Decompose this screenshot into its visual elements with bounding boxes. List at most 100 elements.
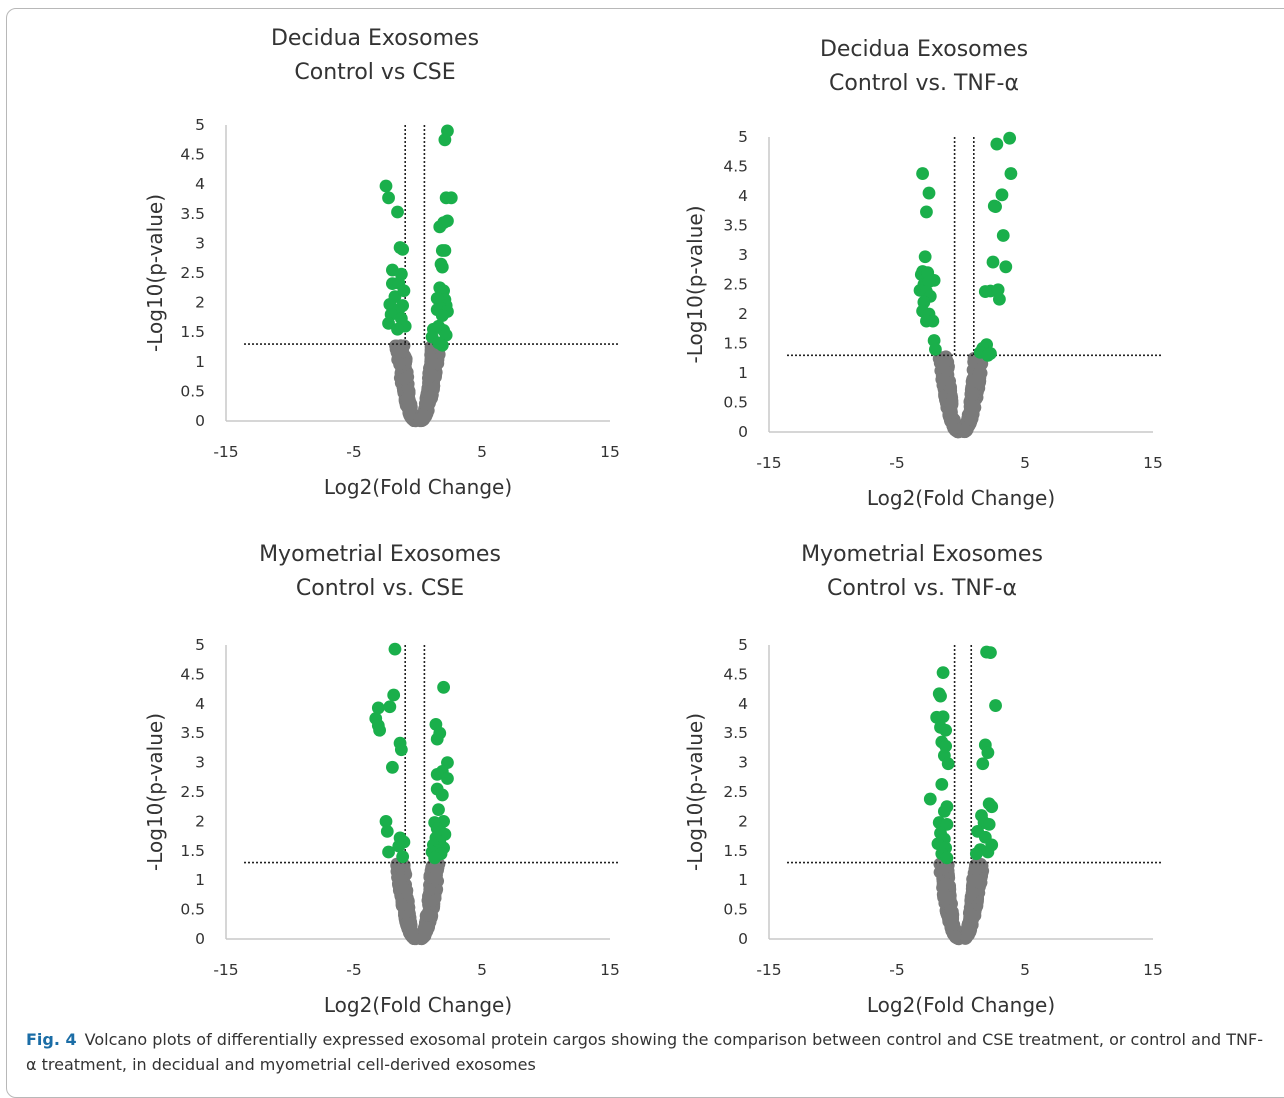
significant-point — [969, 847, 983, 861]
y-tick-label: 2.5 — [180, 783, 205, 801]
significant-point — [990, 137, 1004, 151]
significant-point — [934, 689, 947, 703]
nonsignificant-point — [970, 863, 983, 876]
y-tick-label: 1 — [738, 871, 748, 889]
y-tick-label: 3.5 — [723, 724, 748, 742]
nonsignificant-point — [423, 359, 437, 373]
x-tick-label: -5 — [346, 961, 361, 979]
chart-title-line-2: Control vs. TNF-α — [829, 71, 1019, 96]
y-tick-label: 2 — [195, 812, 205, 830]
significant-point — [981, 746, 995, 760]
nonsignificant-point — [423, 390, 437, 403]
nonsignificant-point — [967, 387, 980, 401]
significant-point — [379, 815, 393, 828]
significant-point — [432, 803, 445, 817]
significant-point — [430, 732, 444, 746]
x-axis-label: Log2(Fold Change) — [324, 475, 512, 499]
significant-point — [940, 851, 954, 865]
nonsignificant-point — [958, 424, 971, 438]
significant-point — [982, 817, 996, 831]
significant-point — [432, 336, 445, 350]
nonsignificant-point — [966, 410, 979, 424]
x-axis-label: Log2(Fold Change) — [867, 486, 1055, 510]
y-tick-label: 1.5 — [180, 323, 205, 341]
significant-point — [391, 322, 404, 336]
significant-point — [438, 244, 452, 257]
y-axis-label: -Log10(p-value) — [143, 713, 167, 871]
significant-point — [995, 188, 1009, 202]
y-tick-label: 3.5 — [180, 724, 205, 742]
y-tick-label: 4 — [195, 175, 205, 193]
chart-title-line-1: Decidua Exosomes — [271, 26, 479, 51]
x-tick-label: 15 — [600, 443, 620, 461]
y-tick-label: 4.5 — [180, 146, 205, 164]
significant-point — [396, 242, 410, 256]
nonsignificant-point — [403, 408, 416, 422]
x-tick-label: 15 — [1143, 454, 1163, 472]
significant-point — [430, 292, 444, 305]
significant-point — [382, 845, 395, 859]
y-tick-label: 4 — [738, 695, 748, 713]
nonsignificant-point — [398, 372, 411, 386]
nonsignificant-point — [415, 414, 428, 427]
y-tick-label: 4.5 — [723, 665, 748, 683]
significant-point — [430, 767, 444, 781]
y-tick-label: 0.5 — [180, 382, 205, 400]
significant-point — [380, 824, 394, 838]
x-tick-label: -5 — [346, 443, 361, 461]
chart-title-line-2: Control vs. TNF-α — [827, 576, 1017, 601]
significant-point — [396, 850, 410, 864]
volcano-plot-decidua-tnf: Decidua Exosomes Control vs. TNF-α 0 0.5 1 1.… — [683, 37, 1163, 510]
x-tick-label: 15 — [1143, 961, 1163, 979]
significant-point — [935, 777, 949, 791]
nonsignificant-point — [406, 925, 419, 938]
nonsignificant-point — [972, 367, 986, 380]
significant-point — [379, 179, 393, 193]
volcano-plot-myometrial-tnf: Myometrial Exosomes Control vs. TNF-α 0 0.5… — [683, 542, 1163, 1017]
figure-caption: Fig. 4 Volcano plots of differentially ex… — [26, 1027, 1266, 1077]
y-tick-label: 5 — [738, 636, 748, 654]
x-tick-label: -5 — [889, 454, 904, 472]
nonsignificant-point — [967, 910, 980, 923]
significant-point — [976, 757, 990, 771]
y-tick-label: 2 — [738, 812, 748, 830]
significant-point — [387, 688, 401, 702]
significant-point — [441, 214, 454, 228]
chart-title-line-2: Control vs CSE — [294, 60, 455, 85]
chart-title-line-1: Decidua Exosomes — [820, 37, 1028, 62]
y-tick-label: 0 — [195, 412, 205, 430]
y-tick-label: 4 — [738, 187, 748, 205]
significant-point — [435, 309, 449, 323]
significant-point — [937, 805, 951, 818]
significant-point — [993, 292, 1006, 306]
significant-point — [984, 646, 997, 660]
significant-point — [918, 250, 932, 264]
volcano-plot-myometrial-cse: Myometrial Exosomes Control vs. CSE 0 0.5 1 1… — [143, 542, 620, 1017]
significant-point — [437, 680, 450, 694]
y-tick-label: 4 — [195, 695, 205, 713]
y-tick-label: 2.5 — [723, 783, 748, 801]
y-tick-label: 2 — [195, 294, 205, 312]
significant-point — [435, 788, 449, 802]
nonsignificant-point — [393, 357, 406, 370]
significant-point — [383, 700, 397, 714]
y-tick-label: 3 — [738, 754, 748, 772]
significant-point — [978, 285, 992, 298]
y-tick-label: 1 — [195, 353, 205, 371]
significant-point — [999, 260, 1013, 274]
significant-point — [397, 284, 411, 298]
significant-point — [920, 205, 933, 219]
nonsignificant-point — [939, 877, 953, 890]
y-tick-label: 1.5 — [723, 842, 748, 860]
significant-point — [987, 199, 1001, 213]
y-tick-label: 4.5 — [723, 158, 748, 176]
x-axis-label: Log2(Fold Change) — [324, 993, 512, 1017]
y-tick-label: 1 — [195, 871, 205, 889]
nonsignificant-point — [394, 872, 407, 886]
significant-point — [371, 701, 385, 715]
nonsignificant-point — [938, 861, 951, 874]
significant-point — [922, 275, 936, 288]
x-tick-label: 5 — [477, 961, 487, 979]
nonsignificant-point — [420, 908, 433, 921]
significant-point — [435, 260, 449, 274]
